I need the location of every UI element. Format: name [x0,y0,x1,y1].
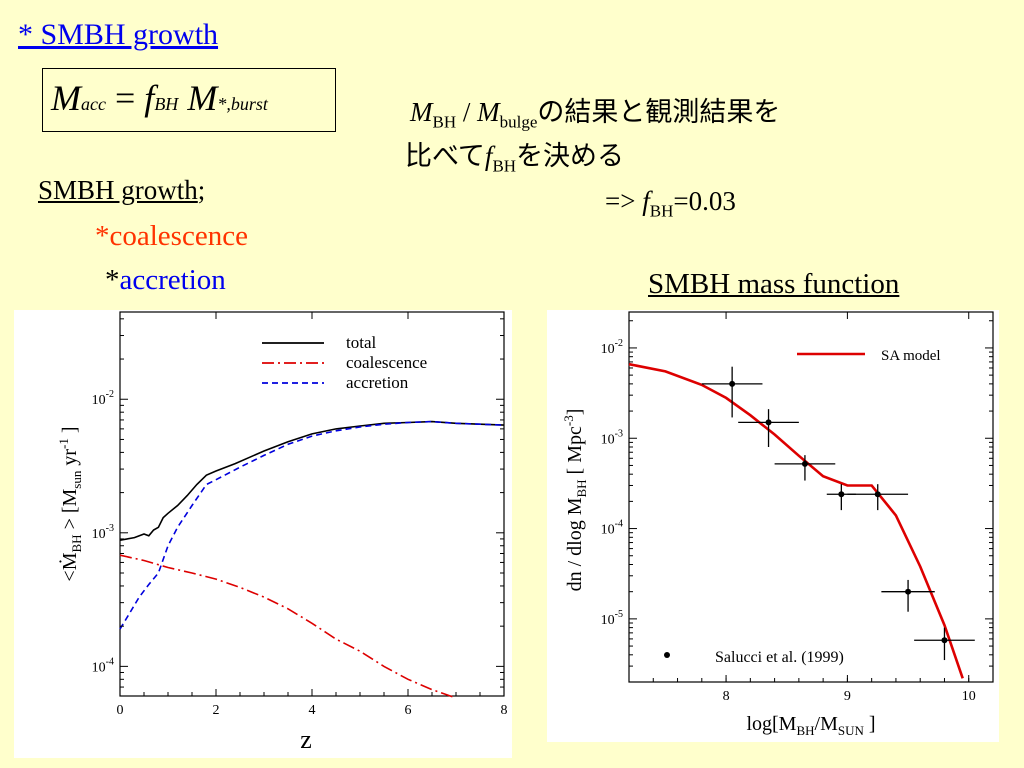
calibration-note: MBH / Mbulgeの結果と観測結果を 比べてfBHを決める => fBH=… [405,97,781,221]
x-tick-label: 8 [723,689,730,704]
coalescence-item: *coalescence [95,220,248,252]
mass-function-title: SMBH mass function [648,268,900,300]
x-axis-label: z [300,725,312,754]
series-line-accretion [119,420,505,630]
data-point [801,460,808,467]
y-tick-label: 10-5 [601,609,623,628]
mass-function-chart-panel: 8 9 10 10-2 10-3 10-4 10-5 SA model Salucci et … [547,310,999,742]
data-point [905,588,912,595]
legend-label: coalescence [346,353,427,372]
formula-box: Macc = fBH M*,burst [42,68,336,132]
x-tick-label: 2 [213,703,220,718]
series-line-sa-model [628,362,964,679]
growth-rate-chart: 0 2 4 6 8 10-2 10-3 10-4 totalcoalescenceaccret… [56,311,508,754]
y-tick-label: 10-3 [92,523,114,542]
y-tick-label: 10-4 [92,656,114,675]
series-line-total [119,420,505,541]
x-tick-label: 0 [117,703,124,718]
x-tick-label: 4 [309,703,316,718]
series-line-coalescence [119,554,457,699]
legend-label: total [346,333,376,352]
data-point [941,637,948,644]
accretion-item: *accretion [105,264,226,296]
x-tick-label: 9 [844,689,851,704]
plot-frame [628,311,994,683]
x-tick-label: 10 [962,689,976,704]
x-axis-label: log[MBH/MSUN ] [746,713,875,738]
chart-legend: SA model Salucci et al. (1999) [664,348,941,666]
data-point [729,380,736,387]
y-axis-label: <ṀBH > [Msun yr-1 ] [56,426,84,581]
y-tick-label: 10-2 [601,338,623,357]
data-point [874,491,881,498]
y-tick-label: 10-3 [601,428,623,447]
growth-formula: Macc = fBH M*,burst [51,78,268,118]
legend-label: Salucci et al. (1999) [715,649,844,666]
slide-title: * SMBH growth [18,18,219,51]
plot-frame [119,311,505,697]
legend-label: SA model [881,348,941,364]
growth-rate-chart-panel: 0 2 4 6 8 10-2 10-3 10-4 total coalescence accret… [14,310,512,758]
data-point [838,491,845,498]
legend-marker [664,652,670,658]
x-tick-label: 8 [501,703,508,718]
legend-label: accretion [346,373,409,392]
mass-function-chart: 8 9 10 10-2 10-3 10-4 10-5 SA model Salucci et … [561,311,994,738]
x-tick-label: 6 [405,703,412,718]
data-point [765,419,772,426]
y-axis-label: dn / dlog MBH [ Mpc-3] [561,409,589,592]
growth-heading: SMBH growth; [38,175,206,205]
y-tick-label: 10-4 [601,519,623,538]
y-tick-label: 10-2 [92,389,114,408]
